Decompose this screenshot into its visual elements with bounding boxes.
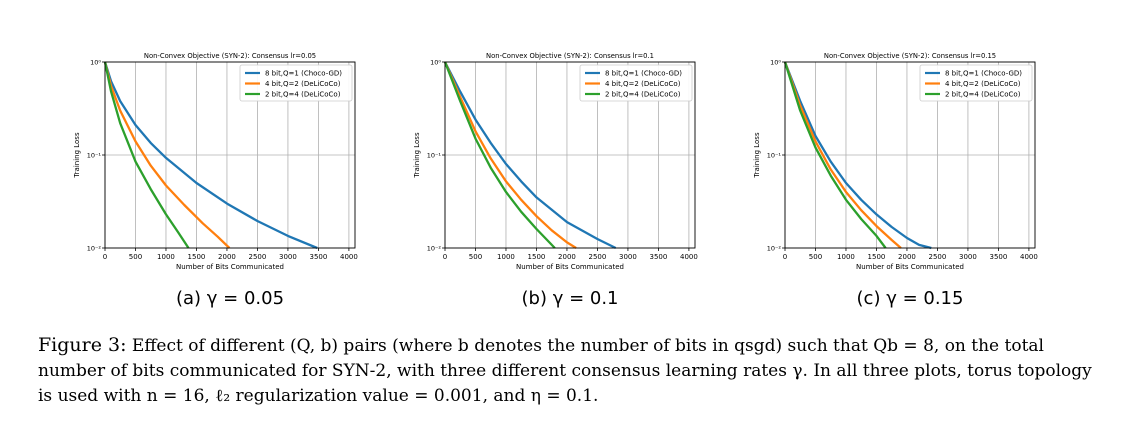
y-tick-label: 10⁻² xyxy=(427,245,442,253)
series-line-2 xyxy=(783,61,887,249)
legend-label: 4 bit,Q=2 (DeLiCoCo) xyxy=(265,80,341,88)
y-tick-label: 10⁰ xyxy=(430,59,441,67)
legend-box xyxy=(579,64,693,102)
y-tick-label: 10⁰ xyxy=(90,59,101,67)
x-tick-label: 2000 xyxy=(558,253,576,261)
legend-box xyxy=(239,64,353,102)
x-tick-label: 4000 xyxy=(680,253,698,261)
chart-title: Non-Convex Objective (SYN-2): Consensus … xyxy=(824,52,996,60)
y-tick-label: 10⁻¹ xyxy=(767,152,782,160)
figure-caption-lead: Figure 3: xyxy=(38,334,127,356)
x-tick-label: 1500 xyxy=(528,253,546,261)
x-tick-label: 500 xyxy=(129,253,142,261)
x-tick-label: 2500 xyxy=(249,253,267,261)
y-tick-label: 10⁻¹ xyxy=(427,152,442,160)
subcaption: (a) γ = 0.05 xyxy=(176,288,284,309)
legend-label: 8 bit,Q=1 (Choco-GD) xyxy=(605,70,682,78)
x-tick-label: 3000 xyxy=(619,253,637,261)
x-tick-label: 3000 xyxy=(959,253,977,261)
figure-panels: 0 500 1000 1500 2000 2500 3000 3500 4000 10⁰ 10⁻¹ 1… xyxy=(73,52,1038,309)
legend-label: 2 bit,Q=4 (DeLiCoCo) xyxy=(605,91,681,99)
x-tick-label: 3500 xyxy=(990,253,1008,261)
series-line-1 xyxy=(783,61,902,249)
y-tick-label: 10⁻² xyxy=(767,245,782,253)
series-line-2 xyxy=(443,61,556,249)
x-tick-label: 4000 xyxy=(340,253,358,261)
x-tick-label: 1000 xyxy=(837,253,855,261)
y-axis-label: Training Loss xyxy=(413,132,421,179)
y-axis-label: Training Loss xyxy=(73,132,81,179)
y-tick-label: 10⁻¹ xyxy=(87,152,102,160)
x-tick-label: 0 xyxy=(783,253,787,261)
y-tick-label: 10⁰ xyxy=(770,59,781,67)
legend-label: 8 bit,Q=1 (Choco-GD) xyxy=(265,70,342,78)
x-tick-label: 3000 xyxy=(279,253,297,261)
y-axis-label: Training Loss xyxy=(753,132,761,179)
series-line-0 xyxy=(783,61,932,250)
chart-title: Non-Convex Objective (SYN-2): Consensus … xyxy=(144,52,316,60)
x-tick-label: 500 xyxy=(809,253,822,261)
legend: 8 bit,Q=1 (Choco-GD) 4 bit,Q=2 (DeLiCoCo)… xyxy=(919,64,1033,102)
x-axis-label: Number of Bits Communicated xyxy=(516,263,624,271)
x-tick-label: 0 xyxy=(443,253,447,261)
x-tick-label: 2000 xyxy=(218,253,236,261)
figure-caption-text: Effect of different (Q, b) pairs (where … xyxy=(38,336,1092,406)
legend-label: 2 bit,Q=4 (DeLiCoCo) xyxy=(265,91,341,99)
series-line-1 xyxy=(443,61,577,249)
legend-label: 2 bit,Q=4 (DeLiCoCo) xyxy=(945,91,1021,99)
y-tick-label: 10⁻² xyxy=(87,245,102,253)
x-tick-label: 1000 xyxy=(497,253,515,261)
x-tick-label: 0 xyxy=(103,253,107,261)
series-line-1 xyxy=(103,61,231,249)
x-tick-label: 4000 xyxy=(1020,253,1038,261)
legend-label: 4 bit,Q=2 (DeLiCoCo) xyxy=(945,80,1021,88)
panel-b: 0 500 1000 1500 2000 2500 3000 3500 4000 10⁰ 10⁻¹ 1… xyxy=(413,52,698,309)
series-line-0 xyxy=(443,61,617,250)
panel-a: 0 500 1000 1500 2000 2500 3000 3500 4000 10⁰ 10⁻¹ 1… xyxy=(73,52,358,309)
legend-label: 4 bit,Q=2 (DeLiCoCo) xyxy=(605,80,681,88)
series-line-0 xyxy=(103,61,318,250)
x-tick-label: 2500 xyxy=(929,253,947,261)
x-tick-label: 2000 xyxy=(898,253,916,261)
x-tick-label: 500 xyxy=(469,253,482,261)
subcaption: (c) γ = 0.15 xyxy=(857,288,964,309)
x-axis-label: Number of Bits Communicated xyxy=(856,263,964,271)
x-tick-label: 3500 xyxy=(310,253,328,261)
x-tick-label: 1000 xyxy=(157,253,175,261)
series-line-2 xyxy=(103,61,190,249)
subcaption: (b) γ = 0.1 xyxy=(522,288,619,309)
x-tick-label: 1500 xyxy=(868,253,886,261)
legend: 8 bit,Q=1 (Choco-GD) 4 bit,Q=2 (DeLiCoCo)… xyxy=(239,64,353,102)
chart-title: Non-Convex Objective (SYN-2): Consensus … xyxy=(486,52,654,60)
x-tick-label: 2500 xyxy=(589,253,607,261)
x-tick-label: 3500 xyxy=(650,253,668,261)
figure-caption: Figure 3: Effect of different (Q, b) pai… xyxy=(38,333,1098,409)
legend-label: 8 bit,Q=1 (Choco-GD) xyxy=(945,70,1022,78)
x-axis-label: Number of Bits Communicated xyxy=(176,263,284,271)
panel-c: 0 500 1000 1500 2000 2500 3000 3500 4000 10⁰ 10⁻¹ 1… xyxy=(753,52,1038,309)
legend-box xyxy=(919,64,1033,102)
legend: 8 bit,Q=1 (Choco-GD) 4 bit,Q=2 (DeLiCoCo)… xyxy=(579,64,693,102)
x-tick-label: 1500 xyxy=(188,253,206,261)
